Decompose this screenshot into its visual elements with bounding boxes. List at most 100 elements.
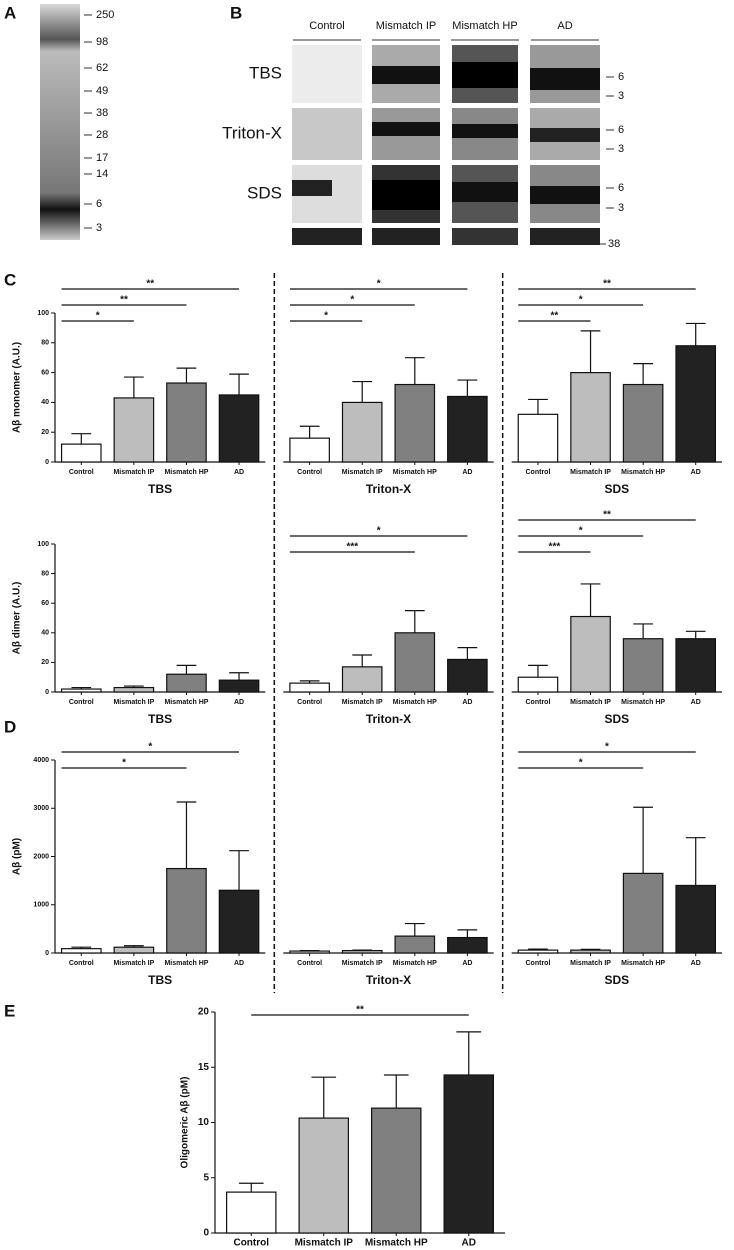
x-tick-label: Mismatch IP (570, 469, 611, 476)
bar (166, 673, 207, 693)
x-tick-label: Mismatch HP (164, 469, 208, 476)
significance-label: * (377, 279, 381, 290)
group-label: SDS (604, 973, 629, 987)
x-tick-label: Mismatch HP (393, 469, 437, 476)
y-tick-label: 3000 (33, 805, 49, 812)
bar (675, 345, 717, 463)
marker-label: 3 (618, 90, 624, 102)
x-tick-label: Mismatch HP (164, 960, 208, 967)
bar (447, 936, 488, 954)
x-tick-label: Control (526, 960, 551, 967)
x-tick-label: AD (462, 960, 472, 967)
bar (289, 682, 330, 693)
significance-label: * (324, 311, 328, 322)
bar (289, 437, 330, 463)
significance-label: * (579, 526, 583, 537)
bar (60, 948, 102, 954)
bar (371, 1107, 422, 1234)
group-label: Triton-X (366, 973, 411, 987)
marker-label: 6 (96, 198, 102, 210)
column-label: AD (557, 20, 572, 32)
group-label: TBS (148, 482, 172, 496)
bar (289, 950, 330, 954)
group-label: TBS (148, 973, 172, 987)
bar (622, 383, 664, 463)
y-tick-label: 60 (41, 600, 49, 607)
x-tick-label: Control (297, 960, 322, 967)
significance-label: * (350, 295, 354, 306)
y-tick-label: 40 (41, 630, 49, 637)
row-label: TBS (249, 63, 282, 82)
bar (394, 383, 436, 463)
bar (166, 382, 207, 463)
y-tick-label: 80 (41, 340, 49, 347)
y-tick-label: 4000 (33, 757, 49, 764)
x-tick-label: Control (297, 699, 322, 706)
column-label: Mismatch IP (376, 20, 437, 32)
x-tick-label: Mismatch HP (164, 699, 208, 706)
y-tick-label: 0 (203, 1228, 209, 1239)
y-tick-label: 100 (37, 310, 49, 317)
y-tick-label: 100 (37, 541, 49, 548)
bar (60, 688, 102, 693)
significance-label: ** (603, 279, 611, 290)
significance-label: ** (550, 311, 558, 322)
blot-a-lane (40, 4, 80, 240)
y-tick-label: 2000 (33, 853, 49, 860)
y-tick-label: 0 (45, 950, 49, 957)
x-tick-label: Mismatch IP (113, 699, 154, 706)
significance-label: * (122, 758, 126, 769)
y-tick-label: 20 (41, 659, 49, 666)
bar (113, 397, 155, 463)
x-tick-label: AD (462, 1238, 476, 1249)
x-tick-label: Mismatch IP (342, 699, 383, 706)
marker-label: 3 (618, 202, 624, 214)
significance-label: * (148, 742, 152, 753)
marker-label: 28 (96, 129, 108, 141)
panel-label: E (4, 1001, 15, 1020)
bar (570, 949, 611, 954)
y-tick-label: 80 (41, 570, 49, 577)
marker-label: 6 (618, 182, 624, 194)
x-tick-label: AD (691, 469, 701, 476)
y-tick-label: 60 (41, 369, 49, 376)
x-tick-label: Control (69, 960, 94, 967)
significance-label: ** (603, 510, 611, 521)
significance-label: * (605, 742, 609, 753)
marker-label: 3 (96, 222, 102, 234)
x-tick-label: Mismatch IP (342, 960, 383, 967)
panel-label: D (4, 717, 16, 736)
marker-label: 38 (608, 238, 620, 250)
x-tick-label: Mismatch IP (342, 469, 383, 476)
marker-label: 17 (96, 152, 108, 164)
x-tick-label: AD (462, 469, 472, 476)
significance-label: * (579, 758, 583, 769)
x-tick-label: Mismatch IP (570, 960, 611, 967)
x-tick-label: Mismatch IP (295, 1238, 354, 1249)
bar (113, 946, 155, 954)
bar (517, 949, 559, 954)
column-label: Mismatch HP (452, 20, 517, 32)
x-tick-label: Mismatch IP (113, 469, 154, 476)
significance-label: ** (146, 279, 154, 290)
x-tick-label: Mismatch IP (113, 960, 154, 967)
significance-label: *** (549, 542, 561, 553)
bar (675, 884, 717, 954)
x-tick-label: Control (69, 699, 94, 706)
x-tick-label: AD (691, 960, 701, 967)
significance-label: ** (120, 295, 128, 306)
bar (447, 658, 488, 693)
y-tick-label: 0 (45, 689, 49, 696)
significance-label: * (579, 295, 583, 306)
bar (447, 395, 488, 463)
x-tick-label: AD (234, 469, 244, 476)
x-tick-label: Control (69, 469, 94, 476)
significance-label: * (377, 526, 381, 537)
group-label: Triton-X (366, 712, 411, 726)
bar (341, 401, 383, 463)
y-tick-label: 20 (198, 1007, 210, 1018)
significance-label: ** (356, 1005, 364, 1016)
x-tick-label: Mismatch HP (393, 960, 437, 967)
marker-label: 62 (96, 62, 108, 74)
